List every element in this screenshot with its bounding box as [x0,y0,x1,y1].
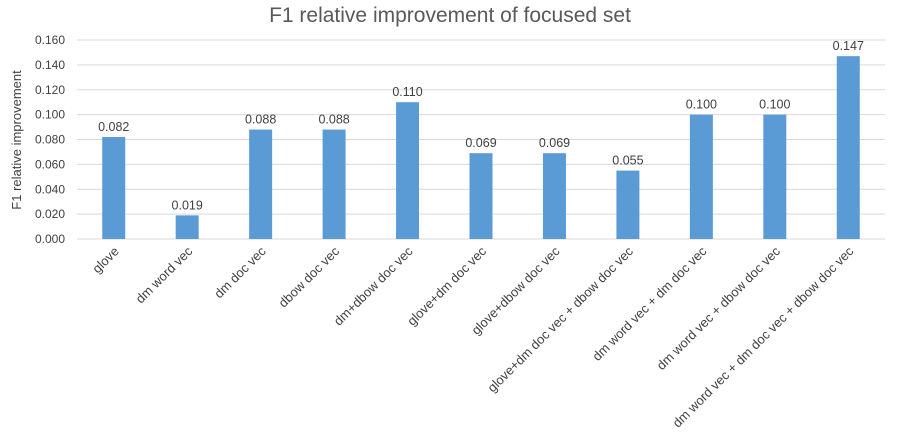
y-tick-label: 0.080 [35,133,65,147]
data-label: 0.100 [759,98,790,112]
data-label: 0.069 [465,136,496,150]
y-tick-labels: 0.000 0.020 0.040 0.060 0.080 0.100 0.120 0.140… [35,33,65,246]
y-tick-label: 0.040 [35,182,65,196]
y-tick-label: 0.120 [35,83,65,97]
data-label: 0.069 [539,136,570,150]
bar [763,114,787,239]
category-label: glove+dm doc vec + dbow doc vec [484,243,636,395]
data-label: 0.147 [833,39,864,53]
data-label: 0.110 [392,85,422,99]
data-label: 0.100 [686,98,717,112]
data-label: 0.088 [318,113,349,127]
data-label: 0.082 [98,120,129,134]
y-tick-label: 0.060 [35,157,65,171]
category-label: dm+dbow doc vec [331,243,416,328]
category-label: glove [89,244,122,277]
y-tick-label: 0.140 [35,58,65,72]
data-labels: 0.082 0.019 0.088 0.088 0.110 0.069 0.069 0.055… [98,39,864,212]
bar [836,56,860,240]
category-label: dm word vec [133,243,196,306]
bar [322,129,346,239]
bars [102,56,860,240]
bar [542,153,566,239]
y-axis-title: F1 relative improvement [9,70,24,210]
bar [396,102,420,239]
category-label: dbow doc vec [275,243,342,310]
bar [102,137,126,239]
bar [469,153,493,239]
category-label: glove+dm doc vec [404,243,489,328]
y-tick-label: 0.160 [35,33,65,47]
bar [689,114,713,239]
category-label: dm word vec + dbow doc vec [654,243,784,373]
chart-title: F1 relative improvement of focused set [269,4,631,27]
data-label: 0.088 [245,113,276,127]
category-label: dm doc vec [211,243,269,301]
data-label: 0.055 [612,154,643,168]
bar [616,170,640,239]
data-label: 0.019 [172,198,203,212]
y-tick-label: 0.020 [35,207,65,221]
bar [175,215,199,239]
y-tick-label: 0.000 [35,232,65,246]
bar [249,129,273,239]
category-labels: glove dm word vec dm doc vec dbow doc vecdm… [89,243,856,430]
y-tick-label: 0.100 [35,108,65,122]
